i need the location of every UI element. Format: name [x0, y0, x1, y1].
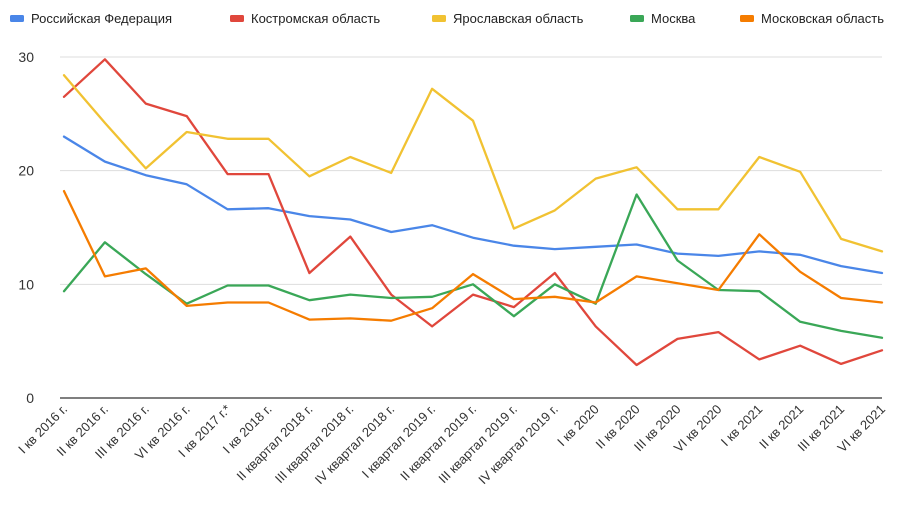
legend-label: Ярославская область: [453, 11, 584, 26]
legend-swatch: [432, 15, 446, 22]
legend-item: Костромская область: [230, 11, 380, 26]
legend-label: Московская область: [761, 11, 884, 26]
legend-label: Костромская область: [251, 11, 380, 26]
legend: Российская Федерация Костромская область Я…: [10, 11, 884, 26]
y-tick-label: 20: [18, 163, 34, 179]
y-tick-label: 0: [26, 390, 34, 406]
series-line: [62, 58, 884, 367]
y-tick-label: 10: [18, 276, 34, 292]
x-tick-label: I квартал 2019 г.: [359, 402, 438, 481]
series-line: [62, 193, 884, 339]
series-line: [62, 74, 884, 253]
y-tick-label: 30: [18, 49, 34, 65]
series-lines: [62, 58, 884, 367]
legend-item: Московская область: [740, 11, 884, 26]
legend-item: Ярославская область: [432, 11, 584, 26]
legend-swatch: [230, 15, 244, 22]
gridlines: [60, 56, 882, 399]
x-tick-label: II квартал 2019 г.: [397, 402, 479, 484]
legend-label: Москва: [651, 11, 696, 26]
legend-swatch: [630, 15, 644, 22]
series-line: [62, 189, 884, 322]
y-axis-ticks: 0 10 20 30: [18, 49, 34, 406]
legend-swatch: [740, 15, 754, 22]
x-axis-ticks: I кв 2016 г.II кв 2016 г.III кв 2016 г.V…: [15, 402, 888, 488]
legend-label: Российская Федерация: [31, 11, 172, 26]
legend-swatch: [10, 15, 24, 22]
x-tick-label: II квартал 2018 г.: [233, 402, 315, 484]
legend-item: Москва: [630, 11, 696, 26]
x-tick-label: IV квартал 2019 г.: [475, 402, 561, 488]
legend-item: Российская Федерация: [10, 11, 172, 26]
